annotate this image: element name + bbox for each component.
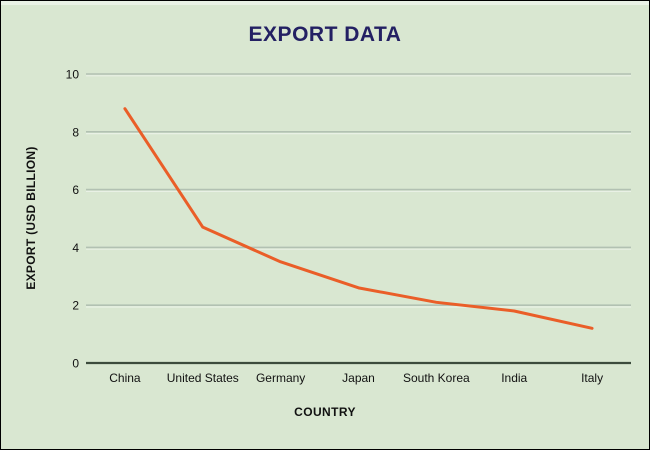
y-tick-label: 4 bbox=[72, 241, 79, 255]
x-category-label: Germany bbox=[256, 371, 305, 385]
x-category-label: United States bbox=[167, 371, 239, 385]
x-category-label: South Korea bbox=[403, 371, 470, 385]
y-tick-label: 2 bbox=[72, 299, 79, 313]
y-tick-label: 8 bbox=[72, 125, 79, 139]
chart-title: EXPORT DATA bbox=[248, 23, 402, 46]
x-axis-title: COUNTRY bbox=[294, 405, 356, 419]
x-category-label: China bbox=[109, 371, 141, 385]
export-line-series bbox=[123, 107, 594, 330]
x-category-label: Italy bbox=[581, 371, 603, 385]
y-tick-label: 10 bbox=[66, 68, 80, 82]
y-tick-label: 6 bbox=[72, 183, 79, 197]
x-category-label: India bbox=[501, 371, 527, 385]
x-category-label: Japan bbox=[342, 371, 375, 385]
y-tick-label: 0 bbox=[72, 357, 79, 371]
top-highlight-strip bbox=[1, 1, 649, 5]
